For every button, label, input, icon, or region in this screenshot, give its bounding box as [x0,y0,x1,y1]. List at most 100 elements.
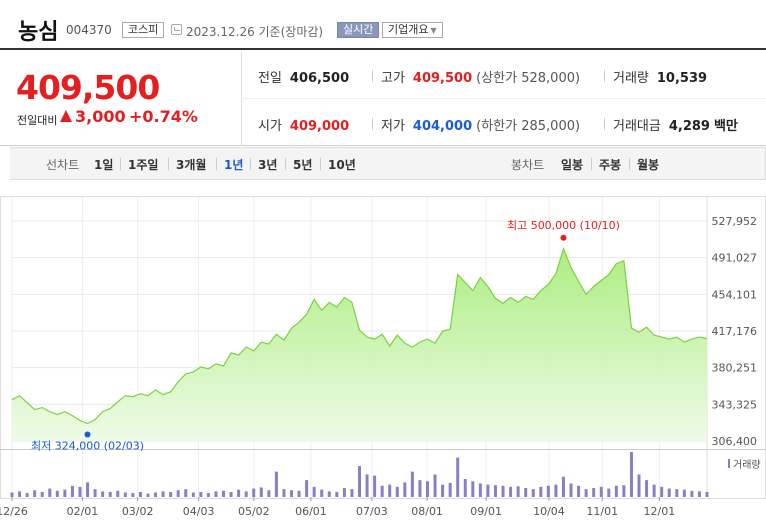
volume-bar [86,482,90,497]
volume-bar [154,492,158,497]
divider [241,52,242,146]
volume-bar [486,484,490,497]
lower-limit: (하한가 285,000) [476,119,581,134]
divider [241,98,766,99]
volume-bar [501,485,505,497]
y-tick-label: 306,400 [712,435,758,448]
volume-bars: 거래량 [10,452,761,497]
divider [285,158,286,170]
price-line [11,246,708,425]
line-chart-title: 선차트 [46,158,80,172]
volume-bar [660,486,664,497]
change-percent: +0.74% [129,107,198,126]
volume-bar [93,489,97,497]
volume-bar [206,493,210,497]
volume-bar [222,490,226,497]
candle-monthly[interactable]: 월봉 [637,158,660,172]
candle-chart-title: 봉차트 [511,158,545,172]
volume-bar [199,491,203,497]
volume-bar [478,483,482,497]
volume-legend: 거래량 [733,459,761,471]
volume-bar [70,485,74,497]
volume-bar [380,485,384,497]
period-1d[interactable]: 1일 [94,158,114,172]
volume-bar [448,482,452,497]
volume-bar [456,457,460,497]
volume-bar [637,474,641,497]
volume-bar [237,489,241,497]
divider [216,158,217,170]
open-value: 409,000 [289,119,350,134]
realtime-button[interactable]: 실시간 [337,22,380,38]
volume-bar [358,466,361,497]
volume-bar [682,489,686,497]
divider [604,70,605,82]
volume-bar [252,488,256,497]
period-1w[interactable]: 1주일 [128,158,159,172]
period-3m[interactable]: 3개월 [176,158,207,172]
change-value: 3,000 [75,107,126,126]
volume-bar [244,491,248,497]
volume-bar [418,480,422,497]
volume-bar [229,491,233,497]
high-marker [560,234,567,241]
high-value: 409,500 [412,71,473,86]
x-tick-label: 05/02 [238,505,270,518]
volume-bar [10,492,14,497]
volume-bar [697,491,701,497]
volume-bar [539,486,543,497]
volume-bar [531,489,535,497]
stock-header: 농심 004370 코스피 2023.12.26 기준(장마감) 실시간 기업개… [0,0,766,50]
high-annotation: 최고 500,000 (10/10) [507,219,620,232]
volume-bar [652,484,656,497]
period-10y[interactable]: 10년 [328,158,356,172]
period-1y[interactable]: 1년 [224,158,244,172]
chart-annotations: 최고 500,000 (10/10) 최저 324,000 (02/03) [31,219,620,453]
candle-daily[interactable]: 일봉 [561,158,584,172]
volume-bar [320,489,324,497]
divider [629,158,630,170]
volume-bar [395,486,399,497]
volume-bar [259,487,263,497]
low-price: 저가 404,000 (하한가 285,000) [381,115,580,134]
volume-legend-swatch [728,459,730,468]
volume-bar [675,489,679,497]
volume-bar [116,490,120,497]
stock-code: 004370 [66,23,112,37]
period-3y[interactable]: 3년 [258,158,278,172]
period-5y[interactable]: 5년 [293,158,313,172]
divider [372,70,373,82]
divider [120,158,121,170]
volume-bar [629,452,633,497]
volume-bar [373,475,377,497]
volume-bar [176,490,180,497]
volume-bar [63,489,67,497]
high-label: 고가 [381,71,405,86]
y-tick-label: 343,325 [712,398,758,411]
y-tick-label: 380,251 [712,362,758,375]
area-fill [12,248,707,441]
divider [372,118,373,130]
volume-bar [123,492,127,497]
amount-label: 거래대금 [613,119,661,134]
divider [320,158,321,170]
volume-bar [297,490,301,497]
volume-bar [350,489,354,497]
company-overview-button[interactable]: 기업개요 ▼ [382,22,443,38]
volume-bar [33,490,37,497]
y-axis: 527,952 491,027 454,101 417,176 380,251 343,3… [712,215,758,448]
candle-weekly[interactable]: 주봉 [599,158,622,172]
low-annotation: 최저 324,000 (02/03) [31,440,144,453]
price-area [11,246,708,441]
volume-bar [108,491,112,497]
volume-bar [327,491,331,497]
volume-bar [403,482,407,497]
chevron-down-icon: ▼ [430,26,437,35]
divider [168,158,169,170]
volume-bar [592,488,596,497]
date-text: 2023.12.26 기준(장마감) [186,25,324,39]
volume-bar [433,474,437,497]
volume-bar [705,491,709,497]
stock-name: 농심 [18,20,59,45]
amount-unit: 백만 [713,119,738,134]
